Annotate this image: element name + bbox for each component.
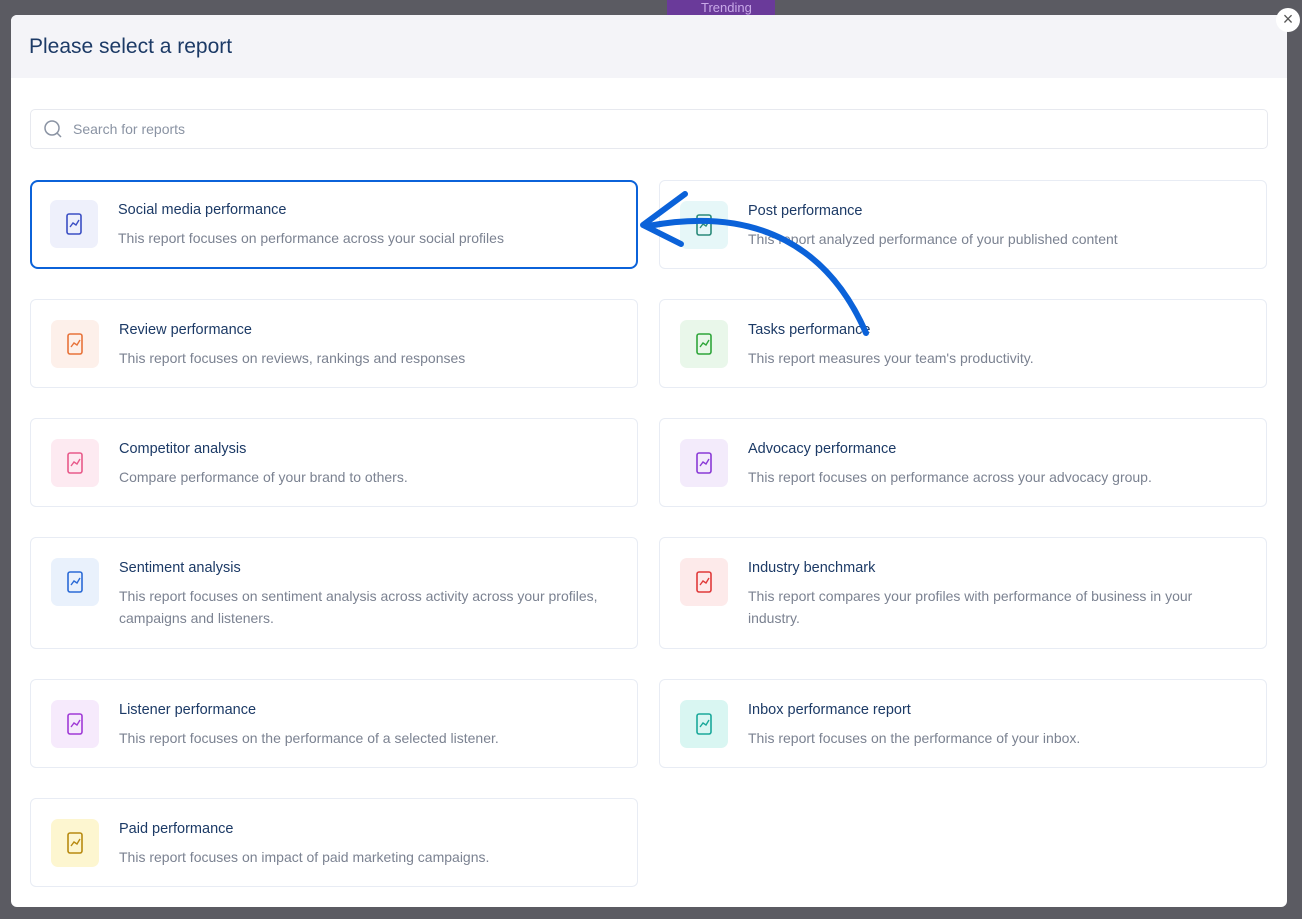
- report-description: This report focuses on reviews, rankings…: [119, 350, 466, 366]
- report-description: This report focuses on the performance o…: [119, 730, 499, 746]
- report-title: Advocacy performance: [748, 441, 897, 457]
- report-title: Listener performance: [119, 702, 257, 718]
- report-title: Sentiment analysis: [119, 560, 241, 576]
- report-description: This report focuses on sentiment analysi…: [119, 588, 598, 626]
- report-card-tasks-performance[interactable]: Tasks performance This report measures y…: [659, 299, 1267, 388]
- search-icon: [44, 120, 62, 138]
- report-title: Tasks performance: [748, 322, 871, 338]
- report-description: This report measures your team's product…: [748, 350, 1034, 366]
- report-title: Paid performance: [119, 821, 234, 837]
- report-card-post-performance[interactable]: Post performance This report analyzed pe…: [659, 180, 1267, 269]
- report-title: Inbox performance report: [748, 702, 911, 718]
- document-list-icon: [680, 201, 728, 249]
- report-title: Social media performance: [118, 202, 287, 218]
- report-card-review-performance[interactable]: Review performance This report focuses o…: [30, 299, 638, 388]
- close-button[interactable]: ×: [1276, 8, 1300, 32]
- report-title: Post performance: [748, 203, 863, 219]
- report-title: Competitor analysis: [119, 441, 247, 457]
- report-title: Industry benchmark: [748, 560, 876, 576]
- trending-tab-background: Trending: [667, 0, 775, 15]
- phone-chart-icon: [51, 439, 99, 487]
- report-description: Compare performance of your brand to oth…: [119, 469, 408, 485]
- report-description: This report compares your profiles with …: [748, 588, 1193, 626]
- report-card-sentiment-analysis[interactable]: Sentiment analysis This report focuses o…: [30, 537, 638, 649]
- report-title: Review performance: [119, 322, 252, 338]
- megaphone-dollar-icon: [680, 439, 728, 487]
- listener-audio-icon: [51, 700, 99, 748]
- search-box: [30, 109, 1268, 149]
- modal-title: Please select a report: [29, 35, 233, 58]
- report-description: This report focuses on the performance o…: [748, 730, 1081, 746]
- report-description: This report focuses on impact of paid ma…: [119, 849, 490, 865]
- team-hierarchy-icon: [680, 320, 728, 368]
- search-input[interactable]: [73, 121, 1175, 137]
- phone-analytics-icon: [50, 200, 98, 248]
- report-card-social-media-performance[interactable]: Social media performance This report foc…: [30, 180, 638, 269]
- report-select-modal: Please select a report Social media perf…: [11, 15, 1287, 907]
- report-description: This report focuses on performance acros…: [748, 469, 1152, 485]
- report-description: This report focuses on performance acros…: [118, 230, 504, 246]
- inbox-chat-icon: [680, 700, 728, 748]
- report-card-paid-performance[interactable]: Paid performance This report focuses on …: [30, 798, 638, 887]
- paid-chart-icon: [51, 819, 99, 867]
- report-card-competitor-analysis[interactable]: Competitor analysis Compare performance …: [30, 418, 638, 507]
- modal-header: Please select a report: [11, 15, 1287, 78]
- report-card-industry-benchmark[interactable]: Industry benchmark This report compares …: [659, 537, 1267, 649]
- report-card-inbox-performance-report[interactable]: Inbox performance report This report foc…: [659, 679, 1267, 768]
- benchmark-chart-icon: [680, 558, 728, 606]
- report-description: This report analyzed performance of your…: [748, 231, 1118, 247]
- review-star-icon: [51, 320, 99, 368]
- sentiment-faces-icon: [51, 558, 99, 606]
- report-card-advocacy-performance[interactable]: Advocacy performance This report focuses…: [659, 418, 1267, 507]
- report-card-listener-performance[interactable]: Listener performance This report focuses…: [30, 679, 638, 768]
